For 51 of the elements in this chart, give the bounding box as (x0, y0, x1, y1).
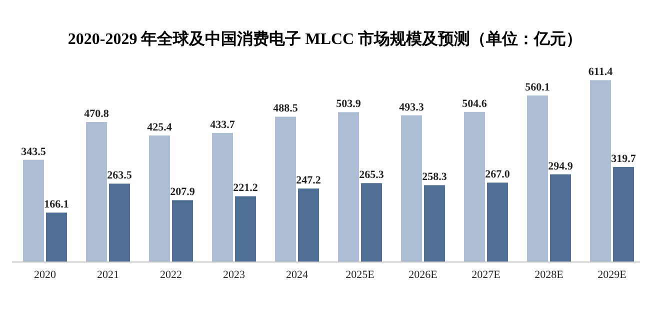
bar (338, 112, 359, 262)
data-label: 319.7 (611, 152, 636, 165)
data-label: 470.8 (84, 108, 110, 120)
x-tick-label: 2025E (346, 269, 375, 281)
bar (613, 166, 634, 262)
bar (149, 135, 170, 262)
bar (23, 160, 44, 262)
bar (46, 212, 67, 262)
bar (464, 112, 485, 262)
data-label: 267.0 (485, 168, 510, 181)
data-label: 560.1 (525, 81, 550, 94)
data-label: 493.3 (399, 101, 424, 114)
data-label: 166.1 (44, 198, 69, 211)
x-tick-label: 2027E (472, 269, 501, 281)
bar (424, 185, 445, 262)
data-label: 503.9 (336, 98, 362, 110)
data-label: 425.4 (147, 121, 172, 134)
chart-title: 2020-2029 年全球及中国消费电子 MLCC 市场规模及预测（单位：亿元） (68, 30, 582, 48)
data-label: 488.5 (273, 102, 298, 115)
x-tick-label: 2022 (160, 269, 182, 281)
bar (172, 200, 193, 262)
data-label: 258.3 (422, 171, 448, 184)
x-tick-label: 2029E (598, 269, 627, 281)
x-tick-label: 2026E (408, 269, 438, 281)
data-label: 433.7 (210, 119, 236, 132)
bar (275, 116, 296, 262)
bar (212, 133, 233, 262)
x-tick-label: 2020 (34, 269, 56, 281)
data-label: 247.2 (296, 174, 322, 186)
bar (527, 95, 548, 262)
bar (401, 115, 422, 262)
bar (109, 184, 130, 262)
bar (361, 183, 382, 262)
x-tick-label: 2023 (223, 269, 246, 281)
bar (86, 122, 107, 262)
data-label: 611.4 (588, 66, 614, 78)
bar (590, 80, 611, 262)
x-tick-label: 2024 (286, 269, 308, 281)
x-tick-label: 2028E (534, 269, 564, 281)
data-label: 265.3 (359, 169, 384, 182)
bar (550, 174, 571, 262)
data-label: 343.5 (21, 146, 46, 158)
bar (487, 182, 508, 262)
data-label: 294.9 (548, 160, 574, 172)
x-tick-label: 2021 (97, 269, 119, 281)
bar (298, 188, 319, 262)
data-label: 207.9 (170, 186, 196, 198)
data-label: 221.2 (233, 182, 258, 194)
data-label: 504.6 (462, 98, 488, 110)
bar (235, 196, 256, 262)
data-label: 263.5 (107, 170, 132, 182)
